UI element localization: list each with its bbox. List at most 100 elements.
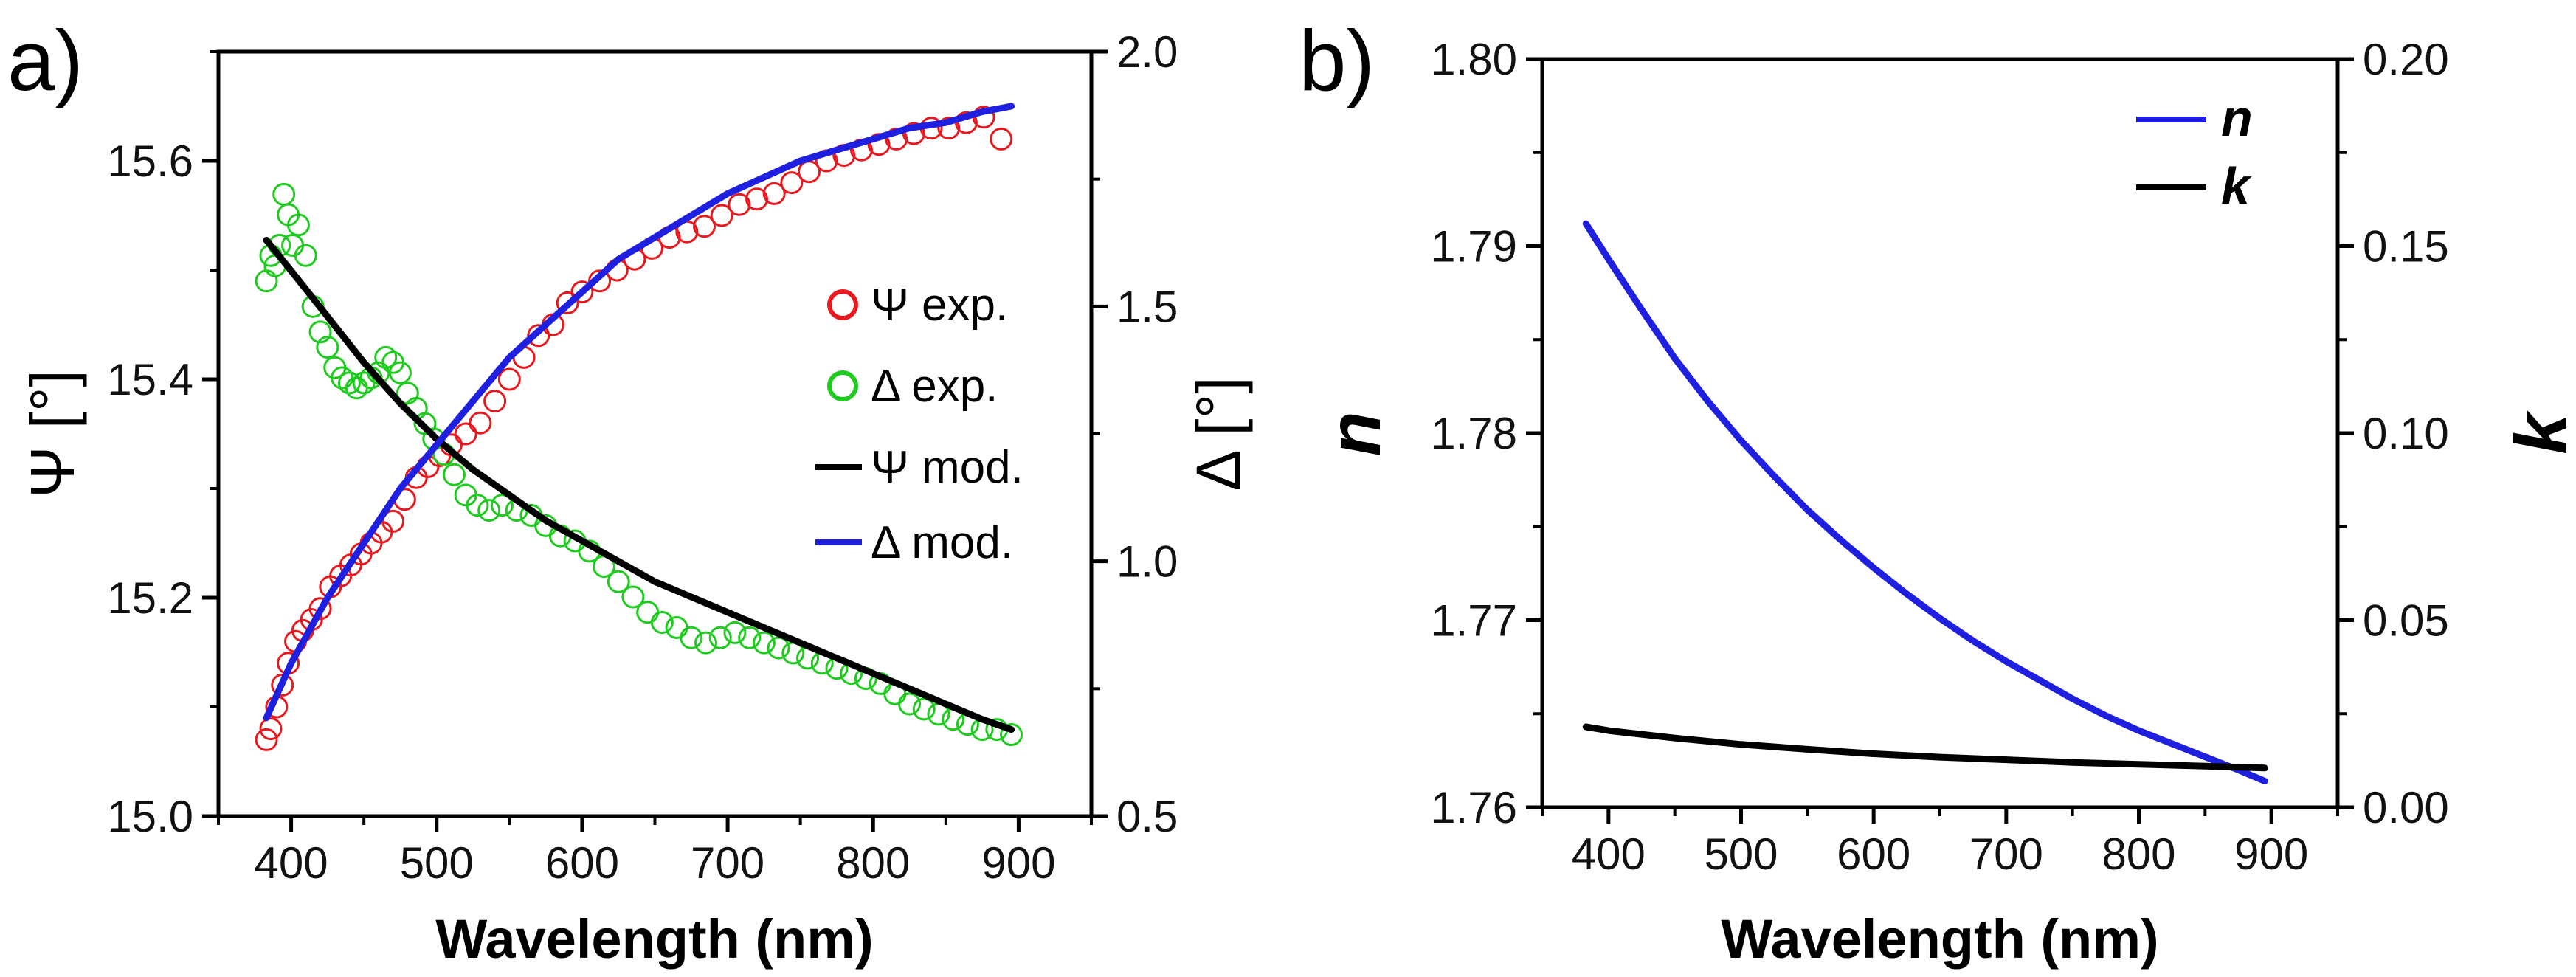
- x-tick-label: 500: [1704, 829, 1778, 879]
- point-delta-exp: [442, 463, 466, 486]
- line-delta-mod: [263, 103, 1015, 722]
- y-right-tick-label: 2.0: [1116, 27, 1178, 77]
- y-right-tick-label: 1.0: [1116, 537, 1178, 587]
- x-tick-label: 800: [2102, 829, 2175, 879]
- x-tick-label: 700: [1969, 829, 2043, 879]
- panel-b-legend: n k: [2136, 89, 2253, 215]
- point-delta-exp: [898, 692, 922, 716]
- point-delta-exp: [286, 213, 310, 237]
- point-psi-exp: [728, 193, 751, 216]
- y-left-tick-label: 15.2: [107, 573, 193, 623]
- point-delta-exp: [352, 371, 376, 395]
- point-delta-exp: [294, 244, 317, 267]
- x-tick-label: 400: [255, 838, 328, 888]
- x-tick-label: 700: [691, 838, 764, 888]
- point-psi-exp: [762, 182, 786, 205]
- panel-a: a) 400 500 600 700 800 900 15.0 15.2 15.4 15.6 0…: [7, 13, 1253, 970]
- panel-a-x-ticks: 400 500 600 700 800 900: [217, 816, 1093, 888]
- panel-b-x-axis-title: Wavelength (nm): [1721, 908, 2158, 970]
- panel-a-x-axis-title: Wavelength (nm): [435, 908, 873, 970]
- point-delta-exp: [316, 336, 339, 359]
- point-psi-exp: [588, 269, 612, 293]
- y-left-tick-label: 1.77: [1431, 596, 1517, 646]
- legend-delta-mod-label: Δ mod.: [871, 517, 1013, 568]
- x-tick-label: 800: [836, 838, 910, 888]
- y-left-tick-label: 1.78: [1431, 409, 1517, 458]
- point-delta-exp: [680, 626, 703, 649]
- point-delta-exp: [388, 361, 412, 384]
- x-tick-label: 900: [2234, 829, 2308, 879]
- line-n: [1582, 220, 2268, 784]
- point-psi-exp: [570, 280, 594, 304]
- x-tick-label: 900: [981, 838, 1055, 888]
- point-delta-exp: [374, 345, 398, 369]
- point-psi-exp: [483, 390, 507, 413]
- panel-b-x-ticks: 400 500 600 700 800 900: [1541, 807, 2339, 879]
- point-delta-exp: [665, 615, 688, 639]
- y-left-tick-label: 1.79: [1431, 222, 1517, 272]
- panel-b: b) 400 500 600 700 800 900 1.761.771.781.791.…: [1299, 13, 2576, 970]
- point-psi-exp: [259, 717, 283, 741]
- point-delta-exp: [621, 585, 645, 609]
- point-psi-exp: [497, 367, 521, 391]
- point-delta-exp: [694, 631, 718, 655]
- y-right-tick-label: 0.20: [2363, 35, 2449, 84]
- point-psi-exp: [710, 204, 733, 227]
- point-delta-exp: [255, 269, 278, 293]
- point-psi-exp: [902, 122, 925, 145]
- line-psi-mod: [263, 237, 1015, 733]
- panel-a-y-left-ticks: 15.0 15.2 15.4 15.6: [107, 50, 218, 841]
- y-right-tick-label: 0.5: [1116, 792, 1178, 841]
- panel-a-y-left-title: Ψ [°]: [18, 370, 87, 498]
- point-psi-exp: [990, 127, 1013, 151]
- y-left-tick-label: 15.6: [107, 137, 193, 186]
- panel-b-plot-frame: [1540, 57, 2340, 809]
- legend-k-label: k: [2221, 157, 2252, 215]
- point-psi-exp: [780, 171, 804, 195]
- point-delta-exp: [738, 626, 762, 649]
- legend-n-label: n: [2221, 89, 2253, 147]
- point-psi-exp: [469, 411, 492, 435]
- y-left-tick-label: 15.0: [107, 792, 193, 841]
- point-delta-exp: [912, 697, 936, 721]
- point-psi-exp: [937, 117, 961, 140]
- point-delta-exp: [1000, 722, 1023, 746]
- legend-psi-exp-label: Ψ exp.: [871, 280, 1008, 331]
- y-right-tick-label: 1.5: [1116, 282, 1178, 331]
- panel-a-y-right-ticks: 0.5 1.0 1.5 2.0: [1091, 27, 1178, 841]
- y-left-tick-label: 1.76: [1431, 783, 1517, 832]
- point-delta-exp: [650, 611, 674, 635]
- x-tick-label: 600: [1837, 829, 1910, 879]
- panel-b-label: b): [1299, 13, 1375, 108]
- panel-a-y-right-title: Δ [°]: [1184, 376, 1253, 491]
- point-delta-exp: [607, 570, 630, 593]
- panel-a-data-layer: [255, 103, 1023, 751]
- point-psi-exp: [454, 422, 477, 446]
- point-delta-exp: [345, 376, 368, 400]
- panel-b-data-layer: [1582, 220, 2268, 784]
- point-delta-exp: [752, 631, 776, 655]
- point-delta-exp: [477, 499, 501, 522]
- x-tick-label: 600: [545, 838, 619, 888]
- y-right-tick-label: 0.15: [2363, 222, 2449, 272]
- point-delta-exp: [308, 320, 332, 344]
- point-psi-exp: [527, 324, 550, 348]
- panel-b-y-left-title: n: [1313, 411, 1396, 456]
- panel-a-legend: Ψ exp. Δ exp. Ψ mod. Δ mod.: [815, 280, 1023, 568]
- panel-b-y-right-ticks: 0.00 0.05 0.10 0.15 0.20: [2338, 35, 2449, 832]
- y-left-tick-label: 15.4: [107, 355, 193, 404]
- point-psi-exp: [745, 187, 769, 211]
- point-delta-exp: [767, 636, 790, 660]
- point-delta-exp: [708, 626, 732, 649]
- point-delta-exp: [337, 371, 361, 395]
- point-psi-exp: [255, 728, 278, 751]
- x-tick-label: 400: [1572, 829, 1646, 879]
- legend-delta-exp-label: Δ exp.: [871, 361, 998, 412]
- legend-psi-exp-marker: [827, 289, 858, 320]
- point-psi-exp: [308, 597, 332, 621]
- y-right-tick-label: 0.05: [2363, 596, 2449, 646]
- panel-b-y-left-ticks: 1.76 1.77 1.78 1.79 1.80: [1431, 35, 1542, 832]
- point-delta-exp: [723, 621, 747, 644]
- line-k: [1582, 723, 2268, 772]
- y-right-tick-label: 0.00: [2363, 783, 2449, 832]
